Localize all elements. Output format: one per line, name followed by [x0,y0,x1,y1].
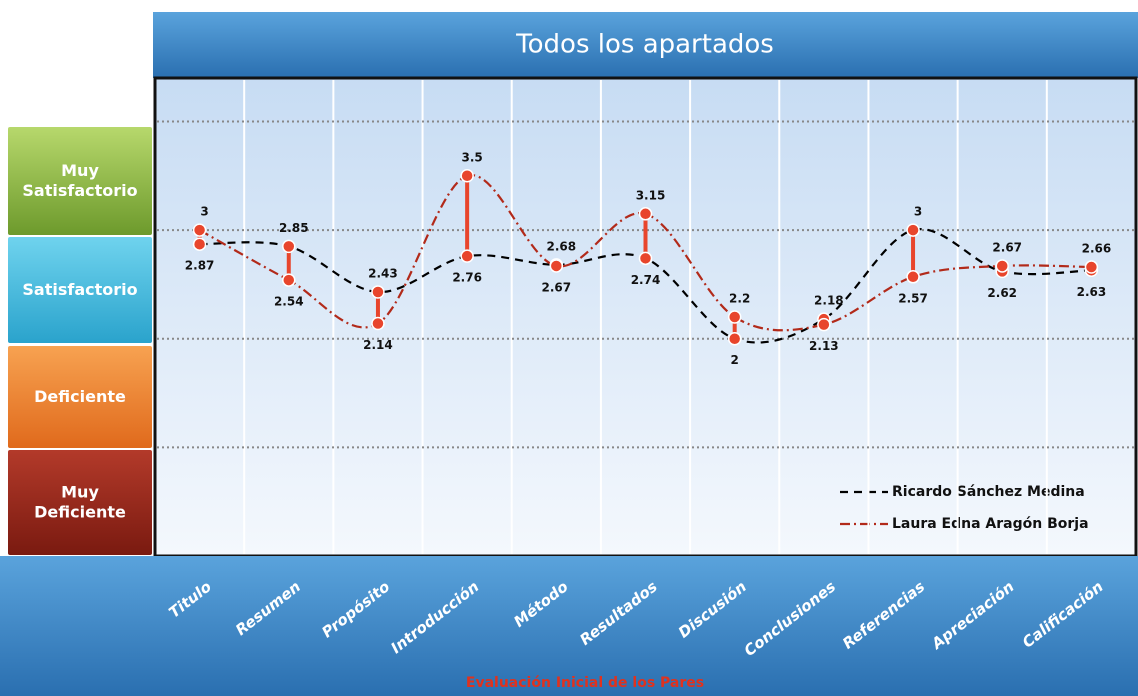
series-line [199,174,1092,332]
data-label: 2.67 [542,280,572,294]
data-label: 3.5 [462,150,483,164]
point [638,207,653,221]
data-label: 2.43 [368,267,398,281]
point [549,259,564,273]
data-label: 3 [914,205,922,219]
title-bar [153,12,1138,78]
level-box [8,237,152,343]
level-label: Deficiente [34,387,126,406]
level-box [8,127,152,235]
data-label: 2 [731,353,739,367]
point [282,273,296,287]
chart-title: Todos los apartados [515,30,774,60]
point [192,223,207,237]
data-label: 2.57 [898,291,928,305]
point [282,239,296,254]
data-label: 2.76 [452,271,482,285]
point [192,237,207,251]
point [906,270,920,284]
data-label: 3.15 [636,188,666,202]
point [727,310,742,324]
point [906,223,920,237]
level-box [8,450,152,555]
level-label: Muy Satisfactorio [22,161,137,200]
data-label: 2.18 [814,294,844,308]
level-label: Muy Deficiente [34,482,126,521]
data-label: 3 [200,205,208,219]
data-label: 2.62 [987,286,1017,300]
data-label: 2.2 [729,292,750,306]
axis-bar [0,556,1138,696]
data-label: 2.63 [1077,285,1107,299]
x-axis-label: Evaluación Inicial de los Pares [466,675,704,691]
point [817,317,831,332]
point [371,285,385,299]
legend: Ricardo Sánchez Medina Laura Edna Aragón … [840,484,1089,532]
data-label: 2.14 [363,338,393,352]
legend-label: Ricardo Sánchez Medina [892,484,1085,500]
point [460,169,474,183]
data-label: 2.87 [185,259,215,273]
point [995,259,1009,273]
data-label: 2.67 [992,240,1022,254]
level-label: Satisfactorio [22,280,137,299]
data-label: 2.54 [274,295,304,309]
plot-area [153,76,1138,558]
level-box [8,346,152,448]
point [371,316,385,331]
data-label: 2.68 [547,239,577,253]
legend-label: Laura Edna Aragón Borja [892,516,1089,532]
level-boxes: Muy Satisfactorio Satisfactorio Deficiente M… [8,127,152,555]
point [727,331,742,346]
data-label: 2.66 [1082,242,1112,256]
point [1084,260,1099,274]
point [638,251,653,266]
data-label: 2.74 [631,273,661,287]
point [460,249,474,263]
data-label: 2.13 [809,339,839,353]
data-label: 2.85 [279,221,309,235]
